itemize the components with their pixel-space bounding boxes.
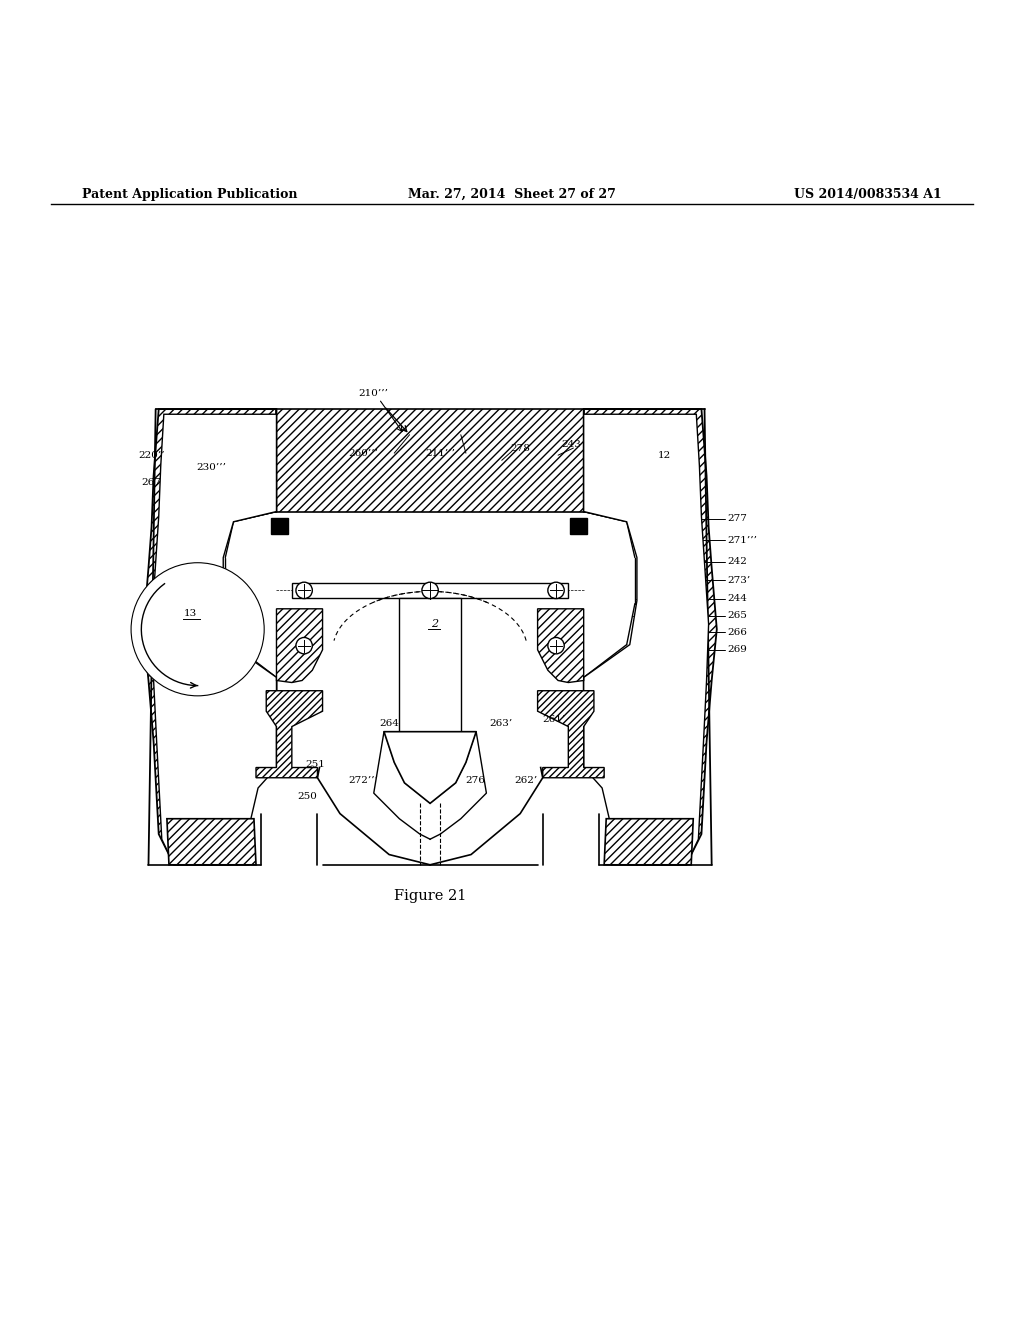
Polygon shape: [584, 409, 717, 865]
Text: 271’’’: 271’’’: [727, 536, 757, 545]
Polygon shape: [230, 409, 630, 512]
Polygon shape: [167, 818, 256, 865]
Text: 277: 277: [727, 515, 746, 523]
Circle shape: [548, 582, 564, 598]
Text: 211’’’: 211’’’: [425, 449, 455, 458]
Text: 210’’’: 210’’’: [358, 389, 388, 399]
Text: 250: 250: [297, 792, 316, 801]
Text: 264: 264: [379, 719, 398, 729]
Polygon shape: [143, 409, 276, 865]
Polygon shape: [256, 690, 323, 777]
Text: 13: 13: [184, 610, 197, 618]
Polygon shape: [538, 609, 584, 682]
Text: 278: 278: [510, 444, 529, 453]
Text: 262’: 262’: [514, 776, 538, 785]
Text: 263’: 263’: [489, 719, 513, 729]
Polygon shape: [384, 731, 476, 804]
Circle shape: [296, 638, 312, 653]
Text: Patent Application Publication: Patent Application Publication: [82, 187, 297, 201]
Text: 265: 265: [727, 611, 746, 620]
Text: 230’’’: 230’’’: [197, 463, 226, 473]
Text: Figure 21: Figure 21: [394, 888, 466, 903]
Text: 276: 276: [465, 776, 484, 785]
Text: 269: 269: [727, 645, 746, 655]
Text: 261’: 261’: [543, 715, 566, 723]
Polygon shape: [538, 690, 604, 777]
Polygon shape: [276, 609, 323, 682]
Text: US 2014/0083534 A1: US 2014/0083534 A1: [795, 187, 942, 201]
Polygon shape: [292, 582, 568, 598]
Polygon shape: [384, 731, 476, 804]
Bar: [570, 517, 587, 535]
Polygon shape: [584, 414, 709, 865]
Bar: [271, 517, 288, 535]
Text: 272’’’: 272’’’: [348, 776, 378, 785]
Polygon shape: [399, 598, 461, 731]
Text: 267: 267: [141, 478, 161, 487]
Text: 12: 12: [657, 450, 671, 459]
Text: 242: 242: [727, 557, 746, 566]
Text: 2: 2: [431, 619, 437, 630]
Polygon shape: [152, 414, 276, 865]
Circle shape: [131, 562, 264, 696]
Circle shape: [422, 582, 438, 598]
Text: 260’’’: 260’’’: [348, 449, 378, 458]
Text: 251: 251: [305, 760, 325, 770]
Circle shape: [296, 582, 312, 598]
Text: Mar. 27, 2014  Sheet 27 of 27: Mar. 27, 2014 Sheet 27 of 27: [408, 187, 616, 201]
Polygon shape: [604, 818, 693, 865]
Text: 243: 243: [561, 441, 581, 449]
Text: 273’: 273’: [727, 576, 751, 585]
Circle shape: [548, 638, 564, 653]
Text: 244: 244: [727, 594, 746, 603]
Text: 266: 266: [727, 628, 746, 636]
Text: 220’’: 220’’: [138, 450, 165, 459]
